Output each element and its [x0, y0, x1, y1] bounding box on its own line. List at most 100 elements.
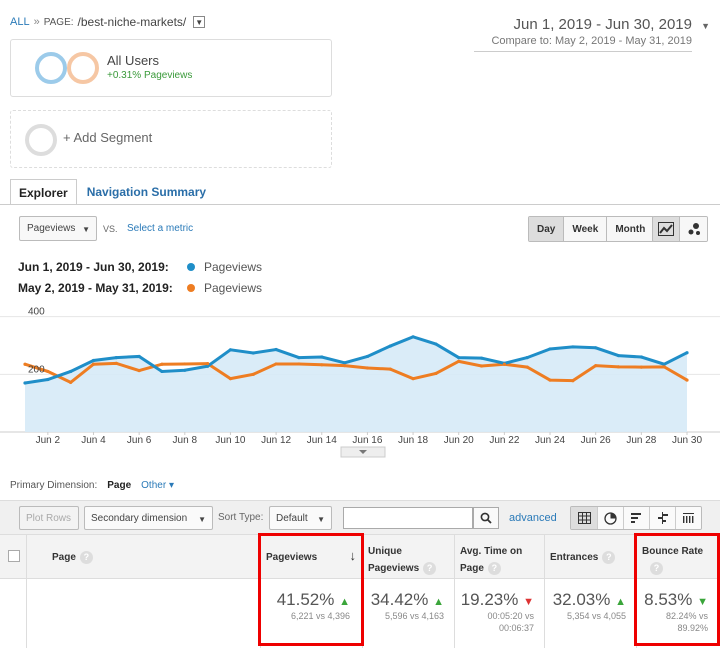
- data-point: [69, 369, 73, 374]
- data-point: [594, 346, 598, 350]
- data-table-icon[interactable]: [571, 507, 597, 529]
- help-icon[interactable]: ?: [487, 561, 501, 575]
- chevron-down-icon: ▼: [198, 515, 206, 524]
- period-day-button[interactable]: Day: [529, 217, 564, 241]
- data-point: [274, 362, 278, 366]
- data-point: [23, 362, 27, 366]
- series-line: [24, 335, 688, 385]
- pageviews-chart[interactable]: Jun 2 Jun 4 Jun 6 Jun 8 Jun 10 Jun 12 Jun 14 Ju…: [0, 300, 720, 460]
- data-point: [411, 335, 415, 339]
- cell-avg-time-detail2: 00:06:37: [498, 623, 534, 633]
- data-point: [685, 351, 689, 355]
- x-tick-label: Jun 4: [81, 435, 106, 446]
- data-point: [594, 364, 598, 368]
- data-point: [183, 368, 187, 372]
- arrow-down-icon: ▼: [523, 596, 534, 608]
- row-checkbox-cell: [0, 579, 26, 648]
- tab-explorer[interactable]: Explorer: [10, 179, 77, 205]
- x-tick-label: Jun 14: [307, 435, 337, 446]
- line-chart-icon[interactable]: [653, 217, 680, 241]
- cell-entrances-pct: 32.03%: [552, 590, 611, 609]
- data-point: [548, 378, 552, 382]
- data-point: [320, 363, 324, 367]
- segment-change: +0.31% Pageviews: [107, 70, 193, 81]
- segment-ring-empty-icon: [25, 124, 57, 156]
- column-header-label: Bounce Rate: [642, 546, 704, 557]
- period-week-button[interactable]: Week: [563, 217, 607, 241]
- series-area: [25, 336, 687, 432]
- breadcrumb-page-prefix: PAGE:: [43, 16, 74, 28]
- column-header-entrances[interactable]: Entrances?: [544, 535, 636, 580]
- advanced-filter-link[interactable]: advanced: [509, 512, 557, 524]
- select-all-checkbox[interactable]: [8, 550, 20, 562]
- date-range-underline: [474, 51, 692, 52]
- data-point: [365, 366, 370, 370]
- data-point: [251, 351, 255, 355]
- metric-select[interactable]: Pageviews ▼: [19, 216, 97, 241]
- segment-all-users[interactable]: All Users +0.31% Pageviews: [10, 39, 332, 97]
- x-tick-label: Jun 22: [489, 435, 519, 446]
- help-icon[interactable]: ?: [423, 561, 437, 575]
- select-metric-link[interactable]: Select a metric: [127, 223, 194, 234]
- column-header-page[interactable]: Page?: [26, 535, 260, 580]
- help-icon[interactable]: ?: [650, 561, 663, 575]
- y-tick-label: 400: [28, 307, 45, 318]
- pie-chart-icon[interactable]: [597, 507, 623, 529]
- performance-bars-icon[interactable]: [623, 507, 649, 529]
- cell-entrances-detail: 5,354 vs 4,055: [566, 611, 626, 621]
- plot-rows-button[interactable]: Plot Rows: [19, 506, 79, 530]
- secondary-dimension-select[interactable]: Secondary dimension ▼: [84, 506, 213, 530]
- cell-unique-pageviews-pct: 34.42%: [370, 590, 429, 609]
- data-point: [685, 378, 689, 382]
- comparison-icon[interactable]: [649, 507, 675, 529]
- series-line: [24, 359, 688, 385]
- row-page-cell[interactable]: [26, 579, 260, 648]
- breadcrumb-all-link[interactable]: ALL: [10, 16, 30, 28]
- tab-divider: [0, 204, 720, 205]
- primary-dimension-page[interactable]: Page: [107, 480, 132, 491]
- chevron-down-icon[interactable]: ▼: [701, 21, 710, 31]
- data-point: [206, 362, 210, 366]
- column-header-label: Unique: [368, 546, 402, 557]
- x-tick-label: Jun 18: [398, 435, 428, 446]
- data-point: [114, 356, 118, 360]
- motion-chart-icon[interactable]: [680, 217, 707, 241]
- data-point: [137, 354, 141, 359]
- date-range-picker[interactable]: Jun 1, 2019 - Jun 30, 2019 Compare to: M…: [474, 16, 710, 52]
- cell-avg-time: 19.23% ▼ 00:05:20 vs 00:06:37: [454, 579, 544, 648]
- chevron-down-icon[interactable]: ▼: [193, 16, 206, 28]
- segment-title: All Users: [107, 53, 160, 68]
- sort-type-select[interactable]: Default ▼: [269, 506, 332, 530]
- table-search-input[interactable]: [343, 507, 473, 529]
- column-header-label: Page: [460, 563, 484, 574]
- add-segment-card[interactable]: + Add Segment: [10, 110, 332, 168]
- breadcrumb-separator: »: [33, 16, 40, 28]
- chart-collapse-handle[interactable]: [340, 446, 386, 458]
- search-icon[interactable]: [473, 507, 499, 529]
- column-header-unique-pageviews[interactable]: Unique Pageviews?: [362, 535, 454, 580]
- chart-y-ticks: 400 200: [28, 307, 45, 376]
- segment-ring-orange-icon: [67, 52, 99, 84]
- data-point: [206, 364, 210, 368]
- period-month-button[interactable]: Month: [606, 217, 654, 241]
- cell-avg-time-pct: 19.23%: [460, 590, 519, 609]
- table-view-toggle: [570, 506, 702, 530]
- arrow-up-icon: ▲: [615, 596, 626, 608]
- column-header-avg-time[interactable]: Avg. Time on Page?: [454, 535, 544, 580]
- table-header: Page? Pageviews ↓ Unique Pageviews? Avg.…: [0, 534, 720, 580]
- data-point: [46, 369, 50, 374]
- chart-x-ticks: Jun 2 Jun 4 Jun 6 Jun 8 Jun 10 Jun 12 Jun 14 Ju…: [36, 432, 702, 446]
- data-point: [274, 347, 278, 352]
- primary-dimension-other[interactable]: Other ▾: [141, 480, 174, 491]
- sort-descending-icon[interactable]: ↓: [349, 548, 357, 563]
- data-point: [639, 365, 643, 369]
- arrow-up-icon: ▲: [433, 596, 444, 608]
- tab-navigation-summary[interactable]: Navigation Summary: [86, 185, 207, 199]
- data-point: [137, 368, 141, 373]
- help-icon[interactable]: ?: [79, 550, 93, 564]
- term-cloud-icon[interactable]: [675, 507, 701, 529]
- data-point: [525, 365, 529, 369]
- x-tick-label: Jun 20: [444, 435, 474, 446]
- legend-metric: Pageviews: [204, 281, 263, 295]
- help-icon[interactable]: ?: [602, 550, 616, 564]
